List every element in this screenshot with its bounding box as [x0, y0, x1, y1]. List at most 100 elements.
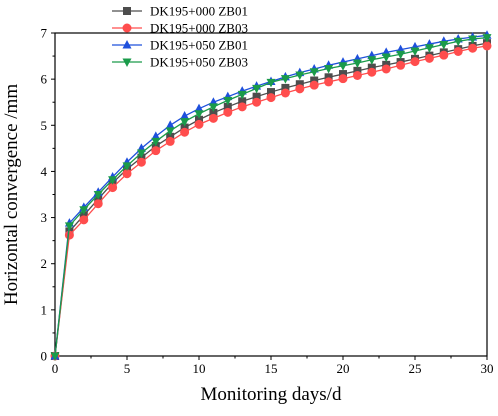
data-point [338, 74, 348, 84]
data-point [208, 113, 218, 123]
axis-ticks: 0 5 10 15 20 25 30 0 1 2 3 4 5 6 7 [41, 26, 494, 377]
data-point [352, 59, 362, 68]
data-point [165, 136, 175, 146]
legend-item: DK195+000 ZB03 [112, 21, 248, 36]
data-point [166, 132, 175, 141]
x-tick-label: 5 [124, 361, 131, 376]
y-tick-label: 7 [41, 26, 48, 41]
data-point [339, 70, 347, 79]
x-tick-label: 25 [409, 361, 422, 376]
data-point [353, 66, 362, 75]
data-point [165, 120, 175, 129]
data-point [424, 53, 434, 63]
data-point [266, 78, 276, 88]
y-tick-label: 2 [41, 256, 48, 271]
data-point [151, 131, 161, 140]
data-point [194, 110, 204, 119]
data-point [482, 41, 492, 51]
data-point [280, 88, 290, 98]
data-point [108, 176, 118, 185]
data-point [439, 41, 449, 50]
series-4 [50, 34, 492, 361]
data-point [180, 118, 190, 127]
data-point [468, 43, 478, 53]
data-point [410, 57, 420, 67]
legend-marker [122, 58, 132, 67]
legend-marker [123, 7, 131, 15]
data-point [194, 103, 204, 113]
data-point [324, 77, 334, 87]
data-point [194, 119, 204, 129]
series-2 [50, 41, 492, 361]
data-point [267, 88, 275, 97]
data-point [281, 83, 290, 92]
data-point [79, 206, 89, 215]
data-point [381, 53, 391, 62]
data-point [396, 60, 406, 70]
data-point [151, 146, 161, 156]
data-point [122, 169, 132, 179]
data-point [223, 107, 233, 117]
data-point [122, 162, 132, 171]
data-point [165, 127, 175, 136]
data-point [439, 50, 449, 60]
data-point [338, 62, 348, 71]
data-point [180, 111, 190, 120]
data-point [310, 76, 319, 85]
data-point [79, 215, 89, 225]
data-point [324, 73, 333, 82]
legend-marker [122, 23, 132, 33]
data-point [453, 37, 463, 47]
y-tick-label: 1 [41, 302, 48, 317]
data-point [252, 97, 262, 107]
data-point [352, 70, 362, 80]
x-tick-label: 15 [265, 361, 278, 376]
data-point [238, 97, 247, 106]
data-point [468, 35, 478, 44]
data-point [381, 64, 391, 74]
data-point [151, 137, 161, 147]
series-group [50, 30, 492, 361]
data-point [223, 102, 232, 111]
legend-label: DK195+050 ZB03 [150, 55, 248, 70]
data-point [309, 68, 319, 77]
legend-label: DK195+000 ZB01 [150, 4, 248, 19]
data-point [64, 222, 74, 231]
legend-item: DK195+050 ZB03 [112, 55, 248, 70]
y-tick-label: 0 [41, 349, 48, 364]
data-point [136, 157, 146, 167]
legend-item: DK195+000 ZB01 [112, 4, 248, 19]
x-tick-label: 0 [52, 361, 59, 376]
data-point [237, 90, 247, 100]
data-point [223, 96, 233, 106]
legend: DK195+000 ZB01 DK195+000 ZB03 DK195+050 ZB… [112, 4, 248, 70]
y-axis-title: Horizontal convergence /mm [1, 84, 22, 305]
data-point [482, 34, 492, 43]
data-point [64, 230, 74, 240]
data-point [180, 123, 189, 132]
data-point [453, 46, 463, 56]
data-point [93, 191, 103, 200]
data-point [295, 84, 305, 94]
data-point [252, 92, 261, 101]
legend-label: DK195+000 ZB03 [150, 21, 248, 36]
x-tick-label: 30 [481, 361, 494, 376]
data-point [295, 71, 305, 80]
data-point [367, 63, 376, 72]
data-point [295, 80, 304, 89]
data-point [180, 127, 190, 137]
data-point [50, 352, 60, 361]
data-point [237, 102, 247, 112]
data-point [208, 103, 218, 112]
data-point [79, 211, 88, 220]
x-tick-label: 10 [193, 361, 206, 376]
legend-marker [122, 40, 132, 49]
legend-item: DK195+050 ZB01 [112, 38, 248, 53]
y-tick-label: 6 [41, 72, 48, 87]
data-point [252, 84, 262, 94]
data-point [209, 108, 218, 117]
data-point [309, 80, 319, 90]
data-point [367, 67, 377, 77]
data-point [93, 199, 103, 209]
